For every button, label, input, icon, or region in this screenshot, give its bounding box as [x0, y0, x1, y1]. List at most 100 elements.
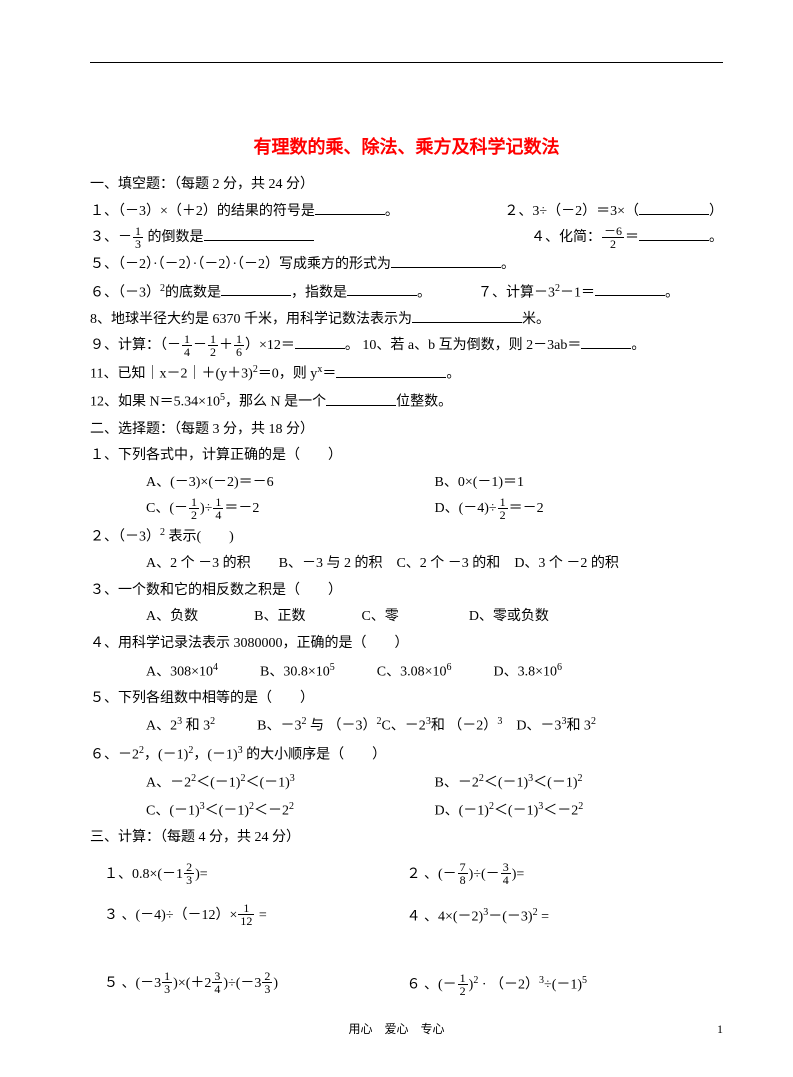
q6-s2: ，(－1): [144, 747, 188, 762]
q11-t1: 11、已知｜x－2｜＋(y＋3): [90, 367, 253, 382]
q6-t3: ，指数是: [291, 285, 347, 300]
q4-c: C、3.08×10: [377, 664, 447, 679]
q11-t2: ＝0，则 y: [258, 367, 318, 382]
q4-d: D、3.8×10: [493, 664, 557, 679]
calc-row2: ３ 、(－4)÷（－12）×112 = ４ 、4×(－2)3－(－3)2 =: [90, 903, 723, 931]
frac-1-2d: 12: [458, 972, 468, 997]
q3-b: B、正数: [254, 609, 305, 624]
frac-1-6: 16: [234, 333, 244, 358]
q5-d2: 和 3: [566, 719, 591, 734]
q5c-e2: 3: [497, 716, 502, 727]
calc-q6-3: · （－2）: [478, 977, 539, 992]
q4d-exp: 6: [557, 662, 562, 673]
q5a-e2: 2: [210, 716, 215, 727]
q6c-3: ＜－2: [254, 804, 289, 819]
q12-blank[interactable]: [326, 391, 396, 406]
frac-1-4: 14: [182, 333, 192, 358]
calc-q5-2: )×(＋2: [173, 976, 211, 991]
q3-text2: 的倒数是: [144, 230, 204, 245]
calc-row3: ５ 、(－313)×(＋234)÷(－323) ６ 、(－12)2 · （－2）…: [90, 971, 723, 999]
q5-c1: C、－2: [381, 719, 425, 734]
frac-1-2c: 12: [498, 496, 508, 521]
calc-q6-4: ÷(－1): [544, 977, 582, 992]
q8-blank[interactable]: [412, 307, 522, 322]
fill-q9-q10: ９、计算：（－14－12＋16）×12＝。 10、若 a、b 互为倒数，则 2－…: [90, 333, 723, 360]
calc-q2-3: )=: [512, 867, 525, 882]
q1-opt-c1: C、(－: [146, 501, 188, 516]
calc-q1-1: １、0.8×(－1: [104, 867, 183, 882]
q11-t3: ＝: [322, 367, 336, 382]
q7-t2: －1＝: [560, 285, 595, 300]
choice-q3-opts: A、负数 B、正数 C、零 D、零或负数: [90, 604, 723, 631]
q1-opt-b: B、0×(－1)＝1: [435, 470, 724, 497]
q6d-e3: 2: [578, 801, 583, 812]
q11-blank[interactable]: [336, 362, 446, 377]
q6-blank2[interactable]: [347, 281, 417, 296]
fill-q6-q7: ６、（－3）2的底数是，指数是。 ７、计算－32－1＝。: [90, 279, 723, 307]
q1-opt-c3: ＝－2: [224, 501, 259, 516]
q12-t1: 12、如果 N＝5.34×10: [90, 395, 220, 410]
calc-q5-1: ５ 、(－3: [104, 976, 161, 991]
q4-eq: ＝: [625, 230, 639, 245]
q9-blank[interactable]: [295, 334, 345, 349]
q4-blank[interactable]: [639, 226, 709, 241]
calc-q6-1: ６ 、(－: [407, 977, 457, 992]
q9-t4: ）×12＝: [245, 338, 295, 353]
calc-q4-1: ４ 、4×(－2): [407, 909, 484, 924]
choice-q1: １、下列各式中，计算正确的是（ ）: [90, 443, 723, 470]
q5-text: ５、（－2）·（－2）·（－2）·（－2）写成乘方的形式为: [90, 257, 391, 272]
q6a-e3: 3: [290, 773, 295, 784]
q2-c: C、2 个 －3 的和: [396, 556, 500, 571]
choice-q5-opts: A、23 和 32 B、－32 与 （－3）2C、－23和 （－2）3 D、－3…: [90, 712, 723, 740]
q5-period: 。: [501, 257, 515, 272]
section-calc-heading: 三、计算：（每题 4 分，共 24 分）: [90, 825, 723, 852]
q2-close: ）: [709, 204, 723, 219]
q3-d: D、零或负数: [469, 609, 549, 624]
fill-q11: 11、已知｜x－2｜＋(y＋3)2＝0，则 yx＝。: [90, 360, 723, 388]
q6-blank1[interactable]: [221, 281, 291, 296]
frac-1-3: 13: [133, 225, 143, 250]
q6b-3: ＜(－1): [533, 776, 577, 791]
q2-stem1: ２、（－3）: [90, 530, 160, 545]
q5-b1: B、－3: [257, 719, 301, 734]
q1-blank[interactable]: [315, 199, 385, 214]
q5-blank[interactable]: [391, 253, 501, 268]
q6b-1: B、－2: [435, 776, 479, 791]
q4-text1: ４、化简：: [531, 230, 601, 245]
q5-a1: A、2: [146, 719, 177, 734]
q7-blank[interactable]: [595, 281, 665, 296]
q1-period: 。: [385, 204, 399, 219]
q8-unit: 米。: [522, 312, 550, 327]
q6-s4: 的大小顺序是（ ）: [243, 747, 387, 762]
choice-q6: ６、－22，(－1)2，(－1)3 的大小顺序是（ ）: [90, 741, 723, 769]
q6d-3: ＜－2: [543, 804, 578, 819]
frac-1-12: 112: [238, 902, 254, 927]
q6c-1: C、(－1): [146, 804, 200, 819]
q5d-e2: 2: [591, 716, 596, 727]
frac-3-4c: 34: [212, 970, 222, 995]
top-rule: [90, 62, 723, 63]
q3-text1: ３、－: [90, 230, 132, 245]
q6-t1: ６、（－3）: [90, 285, 160, 300]
q12-t3: 位整数。: [396, 395, 452, 410]
choice-q2-opts: A、2 个 －3 的积 B、－3 与 2 的积 C、2 个 －3 的和 D、3 …: [90, 551, 723, 578]
q4c-exp: 6: [446, 662, 451, 673]
choice-q1-cd: C、(－12)÷14＝－2 D、(－4)÷12＝－2: [90, 496, 723, 523]
q4-period: 。: [709, 230, 723, 245]
q9-t2: －: [193, 338, 207, 353]
q5-a2: 和 3: [182, 719, 210, 734]
q1-opt-c2: )÷: [200, 501, 212, 516]
q10-text: 10、若 a、b 互为倒数，则 2－3ab＝: [362, 338, 581, 353]
choice-q6-ab: A、－22＜(－1)2＜(－1)3 B、－22＜(－1)3＜(－1)2: [90, 769, 723, 797]
q1-opt-d2: ＝－2: [509, 501, 544, 516]
q7-t1: ７、计算－3: [478, 285, 555, 300]
q6-s1: ６、－2: [90, 747, 139, 762]
q4a-exp: 4: [213, 662, 218, 673]
q3-blank[interactable]: [204, 226, 314, 241]
page-content: 有理数的乘、除法、乘方及科学记数法 一、填空题：（每题 2 分，共 24 分） …: [0, 0, 793, 1039]
q10-blank[interactable]: [581, 334, 631, 349]
q6-s3: ，(－1): [193, 747, 237, 762]
calc-q4-2: －(－3): [488, 909, 532, 924]
calc-q2-2: )÷(－: [469, 867, 500, 882]
q2-blank[interactable]: [639, 199, 709, 214]
